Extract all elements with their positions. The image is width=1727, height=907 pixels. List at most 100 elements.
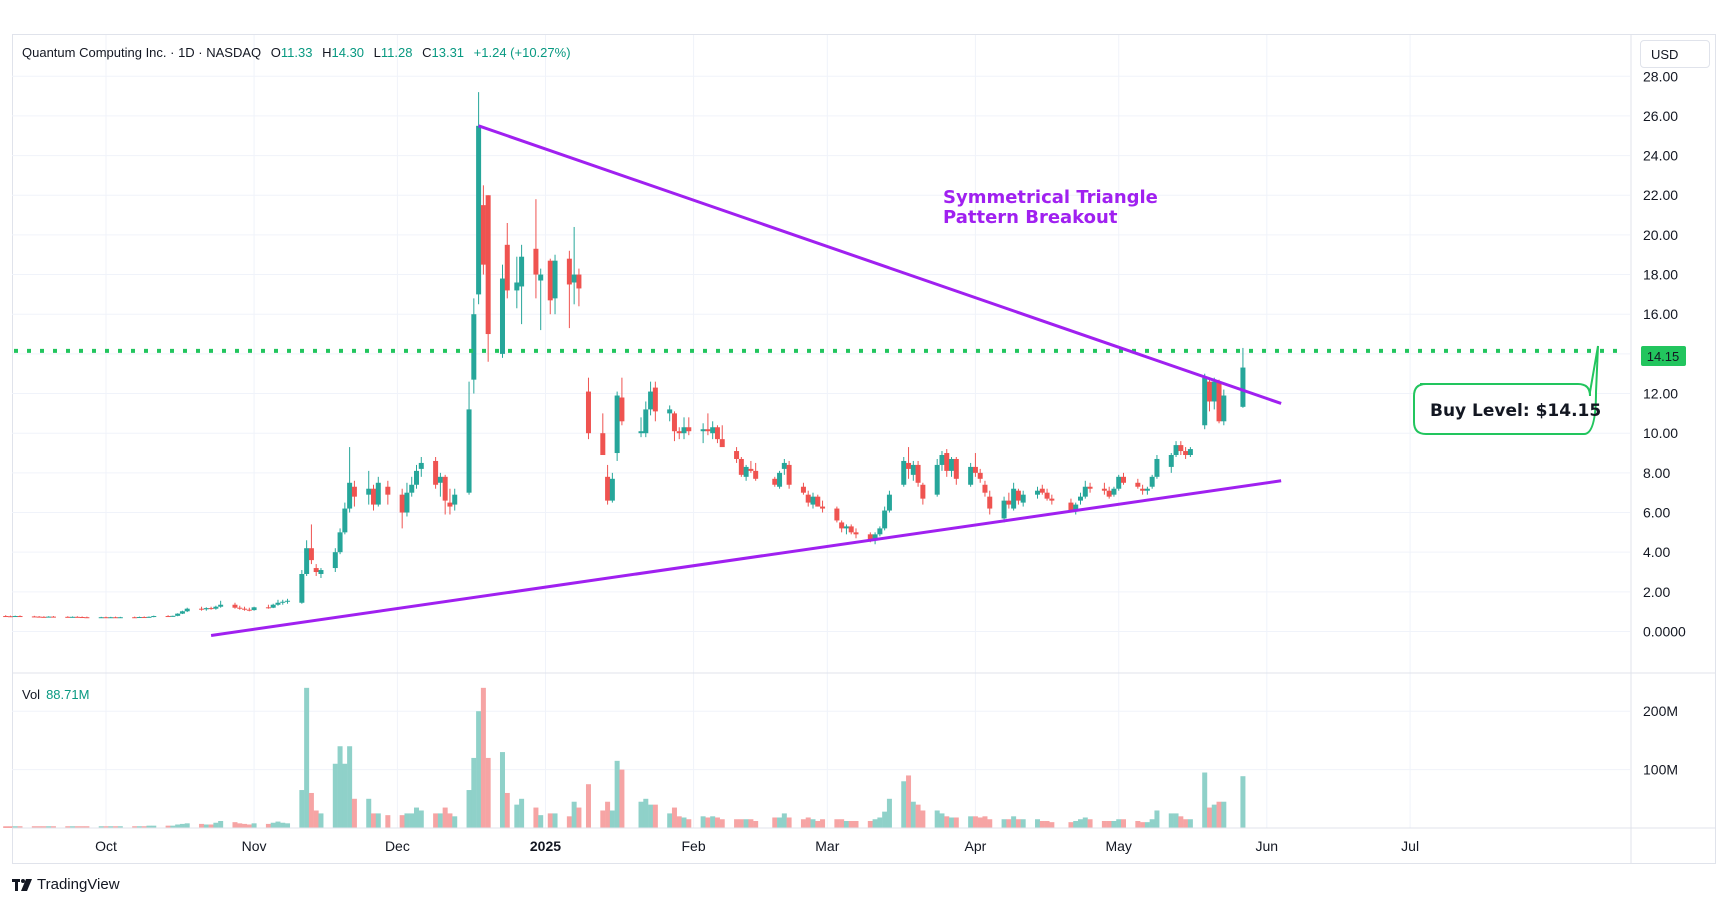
price-tick-label: 2.00	[1643, 584, 1670, 600]
price-tick-label: 18.00	[1643, 267, 1678, 283]
volume-bar	[347, 746, 353, 828]
candle-body	[748, 468, 754, 471]
candle-body	[686, 427, 692, 432]
candle-body	[184, 608, 190, 612]
symbol-label[interactable]: Quantum Computing Inc. · 1D · NASDAQ	[22, 45, 262, 60]
volume-bar	[676, 816, 682, 828]
candle-body	[70, 616, 76, 618]
candle-body	[800, 486, 806, 493]
candle-body	[1049, 498, 1055, 501]
candle-body	[218, 604, 224, 607]
volume-bar	[1202, 772, 1208, 828]
volume-bar	[280, 822, 286, 828]
volume-bar	[705, 817, 711, 828]
currency-selector[interactable]: USD	[1640, 40, 1710, 68]
candle-body	[915, 464, 921, 483]
candle-body	[318, 570, 324, 574]
candle-body	[877, 528, 883, 535]
candle-body	[466, 409, 472, 493]
volume-bar	[299, 790, 305, 828]
time-tick-label: Nov	[242, 838, 267, 854]
candle-body	[552, 260, 558, 299]
candle-body	[1183, 451, 1189, 456]
candle-body	[1116, 476, 1122, 489]
candle-body	[98, 617, 104, 619]
volume-bar	[371, 813, 377, 828]
candle-body	[237, 607, 243, 609]
candle-body	[476, 125, 482, 295]
candle-body	[199, 608, 205, 610]
volume-bar	[667, 813, 673, 828]
candle-body	[485, 195, 491, 335]
volume-bar	[1020, 819, 1026, 828]
volume-bar	[3, 826, 9, 828]
candle-body	[437, 476, 443, 483]
tradingview-branding[interactable]: TradingView	[12, 876, 120, 893]
volume-bar	[519, 798, 525, 828]
volume-label[interactable]: Vol	[22, 687, 41, 702]
volume-bar	[834, 819, 840, 828]
candle-body	[275, 602, 281, 605]
volume-bar	[442, 807, 448, 828]
close-key: C	[422, 45, 432, 60]
candle-body	[385, 486, 391, 495]
volume-tick-label: 200M	[1643, 703, 1678, 719]
candle-body	[600, 433, 606, 456]
volume-bar	[853, 820, 859, 828]
candle-body	[810, 496, 816, 505]
volume-bar	[184, 823, 190, 828]
time-tick-label: Oct	[95, 838, 117, 854]
candle-body	[987, 496, 993, 509]
candle-body	[882, 510, 888, 529]
candle-body	[753, 470, 759, 479]
volume-bar	[872, 819, 878, 828]
volume-bar	[1211, 804, 1217, 828]
chart-legend: Quantum Computing Inc. · 1D · NASDAQ O11…	[22, 45, 571, 60]
candle-body	[179, 611, 185, 614]
trendlines	[14, 124, 1626, 637]
candle-body	[1087, 486, 1093, 489]
price-tick-label: 26.00	[1643, 108, 1678, 124]
candle-body	[1039, 488, 1045, 493]
volume-bar	[944, 816, 950, 828]
candle-body	[705, 429, 711, 432]
volume-bar	[1049, 822, 1055, 828]
open-value: 11.33	[280, 45, 313, 60]
price-tick-label: 0.0000	[1643, 624, 1686, 640]
volume-bar	[1068, 822, 1074, 828]
volume-bar	[886, 798, 892, 828]
candle-body	[1173, 445, 1179, 456]
volume-bar	[710, 816, 716, 828]
volume-bars	[3, 687, 1246, 828]
volume-bar	[313, 810, 319, 828]
volume-bar	[1121, 819, 1127, 828]
volume-bar	[638, 801, 644, 828]
volume-bar	[270, 822, 276, 828]
candle-body	[781, 462, 787, 469]
candle-body	[719, 439, 725, 448]
volume-bar	[74, 826, 80, 828]
candle-body	[1178, 445, 1184, 452]
candle-body	[304, 548, 310, 574]
candle-body	[700, 429, 706, 432]
candle-body	[347, 482, 353, 509]
volume-bar	[977, 817, 983, 828]
pattern-title-line2: Pattern Breakout	[943, 207, 1118, 228]
volume-bar	[1135, 820, 1141, 828]
volume-bar	[414, 807, 420, 828]
volume-bar	[738, 819, 744, 828]
candle-body	[614, 395, 620, 454]
candle-body	[414, 470, 420, 485]
volume-bar	[533, 807, 539, 828]
volume-bar	[199, 823, 205, 828]
candle-body	[901, 460, 907, 485]
volume-bar	[251, 823, 257, 828]
candle-body	[1082, 486, 1088, 497]
volume-bar	[585, 784, 591, 828]
volume-bar	[743, 819, 749, 828]
volume-bar	[920, 810, 926, 828]
volume-bar	[648, 804, 654, 828]
candle-body	[74, 616, 80, 618]
low-key: L	[373, 45, 381, 60]
